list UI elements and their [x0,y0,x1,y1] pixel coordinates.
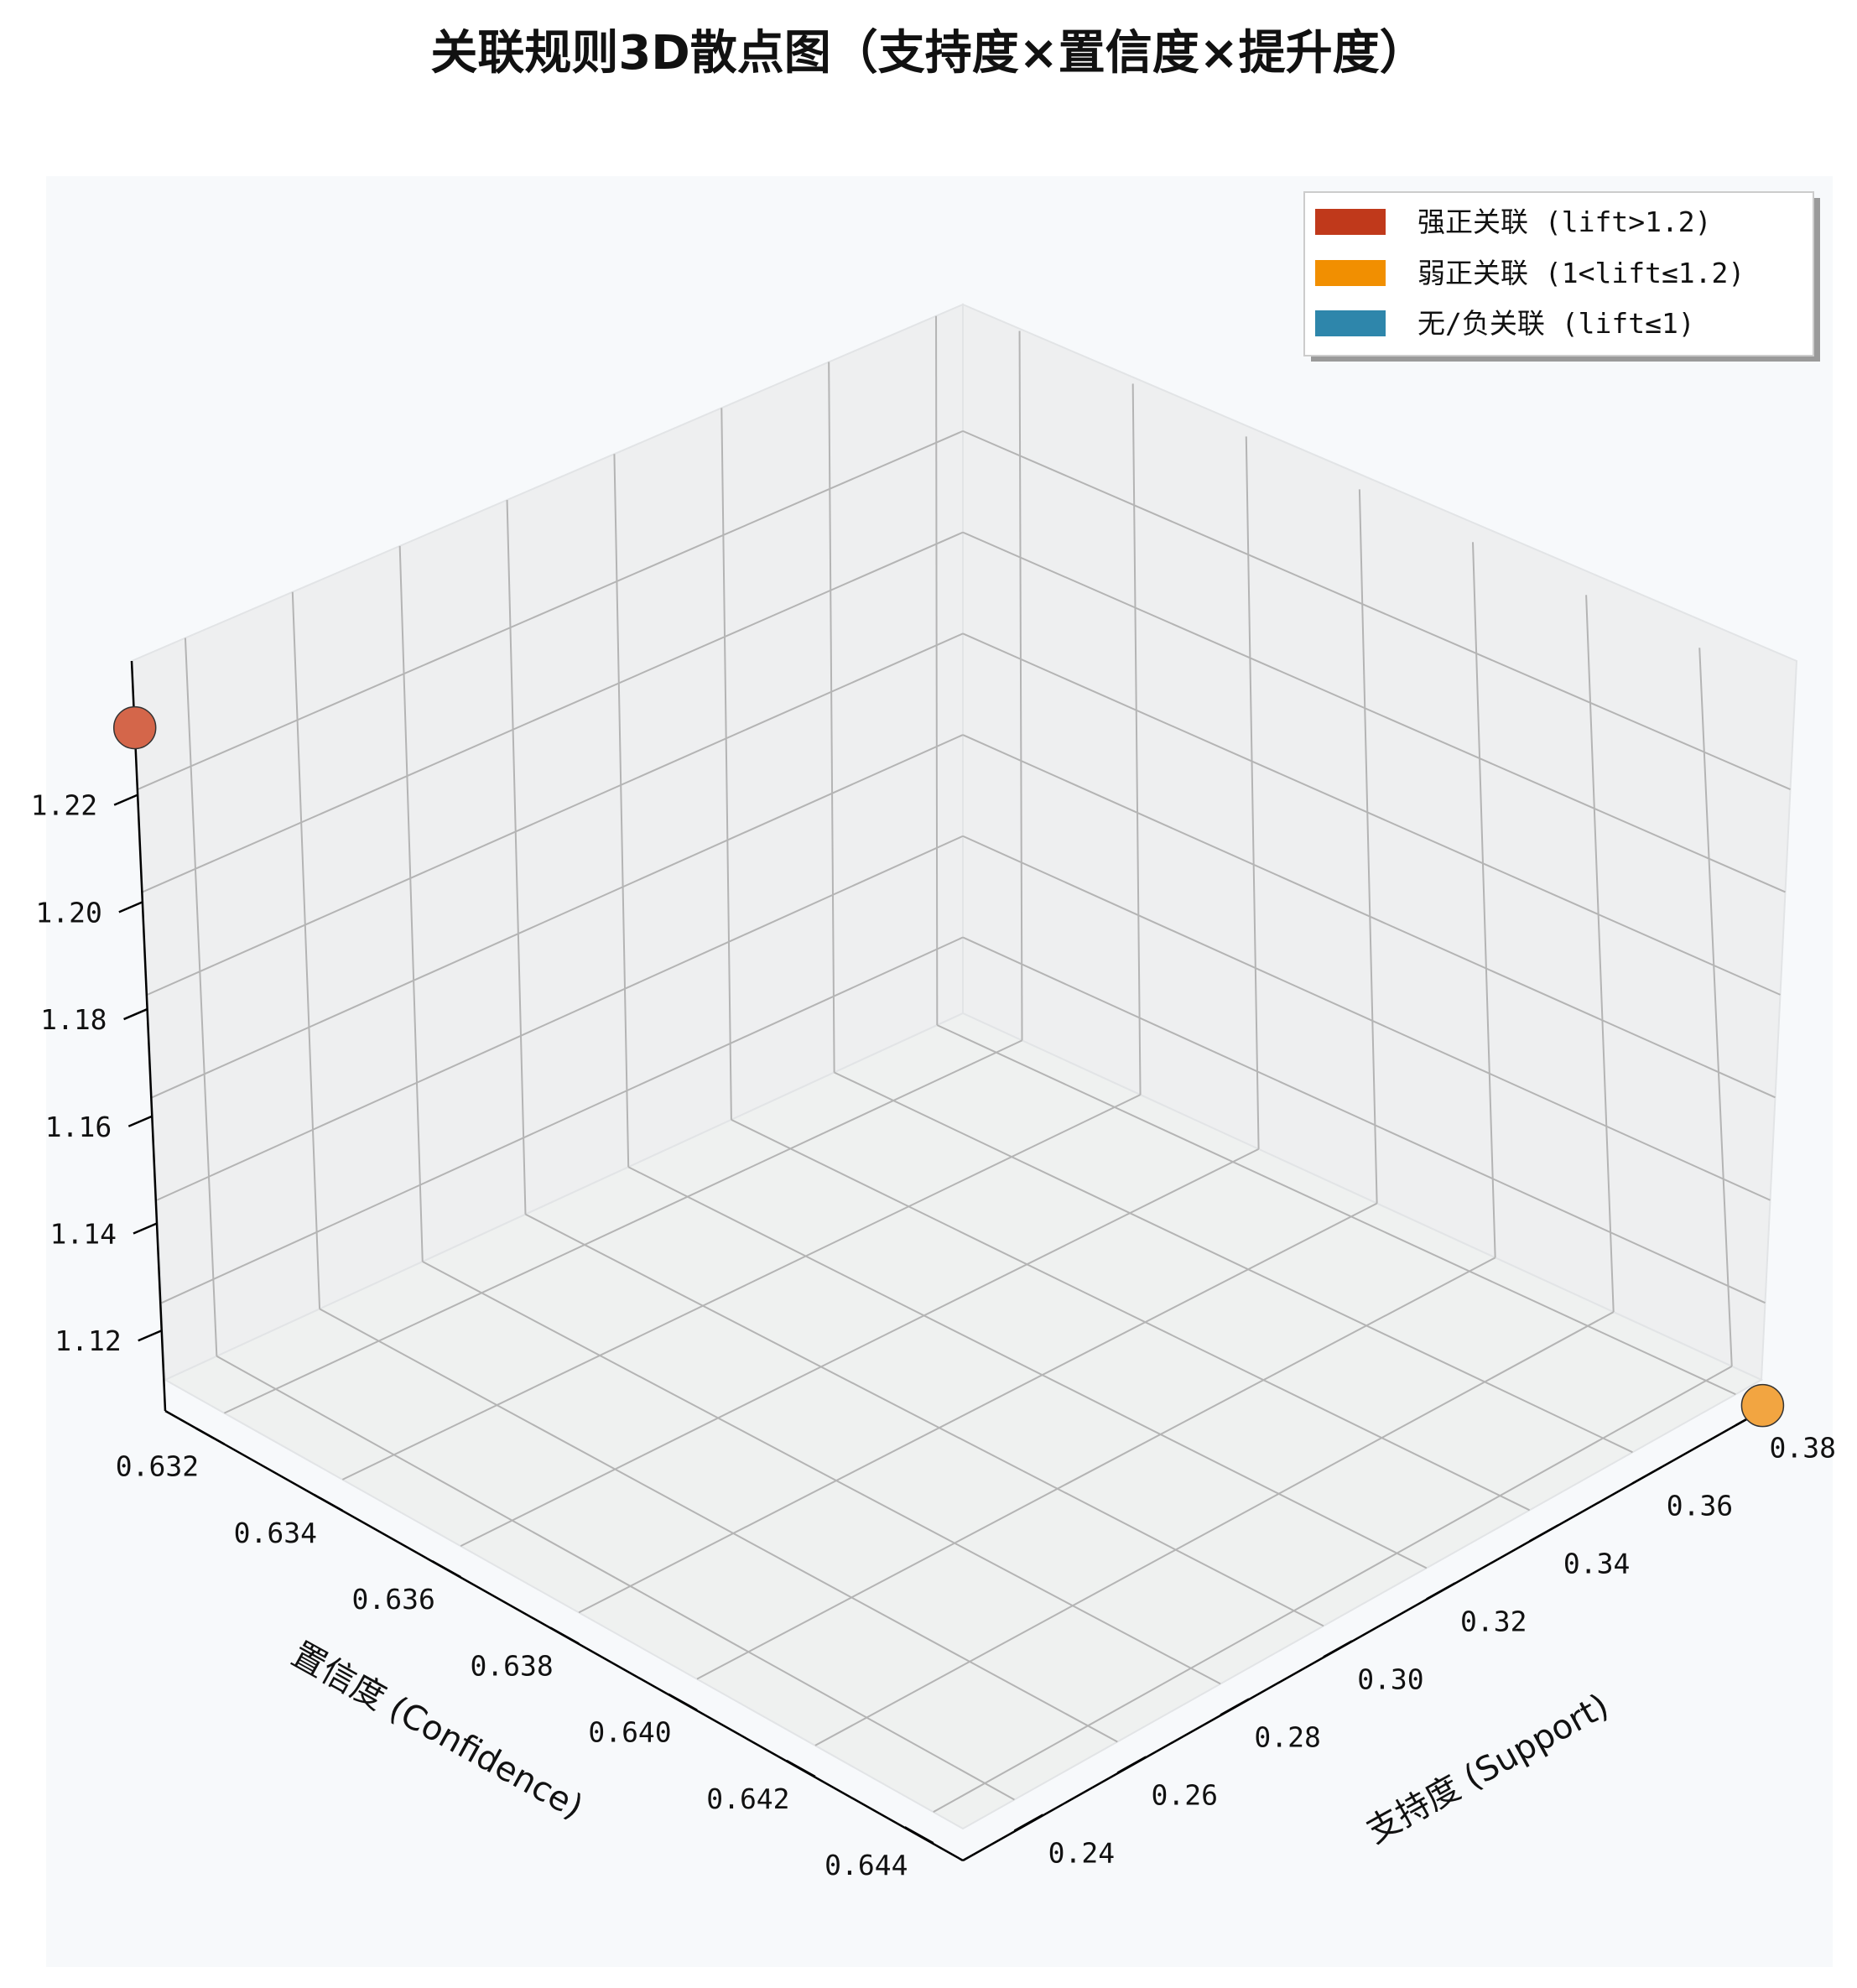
grid-line-x-floor [834,1071,1633,1454]
grid-line-y-floor [696,1257,1496,1680]
grid-line-x-floor [422,1261,1221,1685]
grid-line-x-wall [184,638,218,1356]
y-tick-label: 0.642 [706,1782,789,1815]
grid-line-y-floor [460,1148,1260,1548]
legend-label-weak: 弱正关联 (1<lift≤1.2) [1417,257,1745,289]
grid-line-z-left [161,936,964,1304]
grid-line-z-left [156,835,964,1201]
x-tick-mark [1529,1524,1559,1543]
z-tick-mark [123,1007,148,1021]
x-tick-label: 0.38 [1770,1431,1836,1464]
z-tick-mark [127,1115,153,1127]
y-tick-label: 0.644 [824,1849,908,1881]
x-tick-label: 0.32 [1460,1605,1527,1637]
grid-line-y-floor [341,1094,1141,1481]
y-tick-mark [904,1826,934,1845]
scatter-point-2 [1740,1383,1785,1428]
grid-line-y-floor [224,1039,1022,1414]
grid-line-y-floor [933,1365,1733,1814]
grid-line-z-right [962,835,1771,1201]
legend: 强正关联 (lift>1.2) 弱正关联 (1<lift≤1.2) 无/负关联 … [1303,191,1820,362]
y-tick-mark [195,1427,226,1445]
grid-line-x-floor [627,1166,1428,1569]
x-tick-label: 0.36 [1667,1489,1733,1522]
x-tick-label: 0.24 [1048,1836,1115,1869]
grid-line-x-wall [398,545,424,1262]
grid-line-z-left [151,734,964,1099]
y-tick-mark [313,1493,343,1512]
grid-line-y-floor [578,1202,1378,1614]
z-tick-label: 1.20 [35,896,101,929]
legend-box [1303,191,1814,356]
x-tick-mark [1220,1698,1250,1716]
z-tick-label: 1.16 [45,1111,112,1143]
x-axis-line [962,1409,1762,1862]
grid-line-z-left [137,429,964,790]
grid-line-y-wall [1131,383,1142,1095]
legend-label-strong: 强正关联 (lift>1.2) [1417,206,1712,238]
grid-line-x-wall [613,454,630,1168]
x-tick-mark [1323,1640,1353,1658]
x-tick-mark [1013,1814,1044,1832]
y-tick-label: 0.638 [470,1649,553,1682]
legend-swatch-strong [1315,209,1386,235]
z-tick-label: 1.22 [31,789,97,822]
grid-line-z-left [147,632,964,996]
z-axis-line [130,660,167,1412]
y-tick-label: 0.636 [352,1583,435,1616]
grid-line-x-wall [720,408,732,1120]
y-tick-label: 0.632 [116,1450,199,1483]
x-tick-mark [1426,1582,1456,1600]
grid-line-y-wall [1018,330,1023,1041]
z-tick-mark [113,794,138,806]
legend-swatch-weak [1315,260,1386,286]
y-tick-label: 0.640 [588,1716,671,1749]
grid-line-y-wall [1472,542,1496,1258]
grid-line-y-floor [814,1311,1615,1746]
scatter-point-1 [112,705,157,750]
z-tick-mark [133,1222,158,1235]
x-tick-mark [1116,1756,1147,1774]
legend-swatch-none [1315,310,1386,336]
chart-title: 关联规则3D散点图（支持度×置信度×提升度） [430,26,1426,81]
x-tick-label: 0.26 [1152,1778,1218,1811]
y-tick-label: 0.634 [234,1517,317,1549]
grid-line-x-floor [216,1355,1015,1801]
grid-line-x-wall [828,362,835,1073]
x-tick-label: 0.34 [1563,1547,1630,1579]
z-tick-label: 1.12 [55,1324,121,1357]
legend-label-none: 无/负关联 (lift≤1) [1417,307,1695,340]
grid-line-x-floor [319,1308,1118,1743]
z-tick-mark [138,1330,163,1342]
grid-lines [137,315,1791,1814]
grid-line-z-right [962,632,1781,996]
grid-line-z-right [962,936,1766,1304]
z-tick-label: 1.18 [40,1003,107,1036]
grid-line-x-wall [506,500,527,1215]
grid-line-x-wall [291,591,321,1309]
y-tick-mark [786,1759,816,1778]
grid-line-x-floor [731,1118,1531,1512]
grid-line-x-floor [525,1213,1324,1627]
axis-ticks: 0.24 0.26 0.28 0.30 0.32 0.34 0.36 0.38 0.632 0.6… [31,789,1836,1882]
y-tick-mark [431,1560,461,1579]
x-tick-label: 0.30 [1357,1663,1423,1695]
grid-line-y-wall [1585,595,1615,1313]
x-tick-mark [1631,1466,1662,1485]
data-points [112,705,1785,1428]
x-tick-label: 0.28 [1254,1720,1320,1753]
grid-line-z-right [962,429,1791,790]
y-tick-mark [549,1626,580,1645]
z-tick-mark [118,901,143,913]
grid-line-x-floor [936,1024,1736,1396]
grid-line-z-right [962,734,1776,1099]
grid-line-y-wall [1698,648,1733,1366]
grid-line-x-wall [935,315,939,1026]
grid-line-y-wall [1358,489,1378,1204]
z-tick-label: 1.14 [50,1218,117,1251]
grid-line-z-left [142,531,964,893]
y-tick-mark [668,1693,698,1711]
grid-line-z-right [962,531,1786,893]
